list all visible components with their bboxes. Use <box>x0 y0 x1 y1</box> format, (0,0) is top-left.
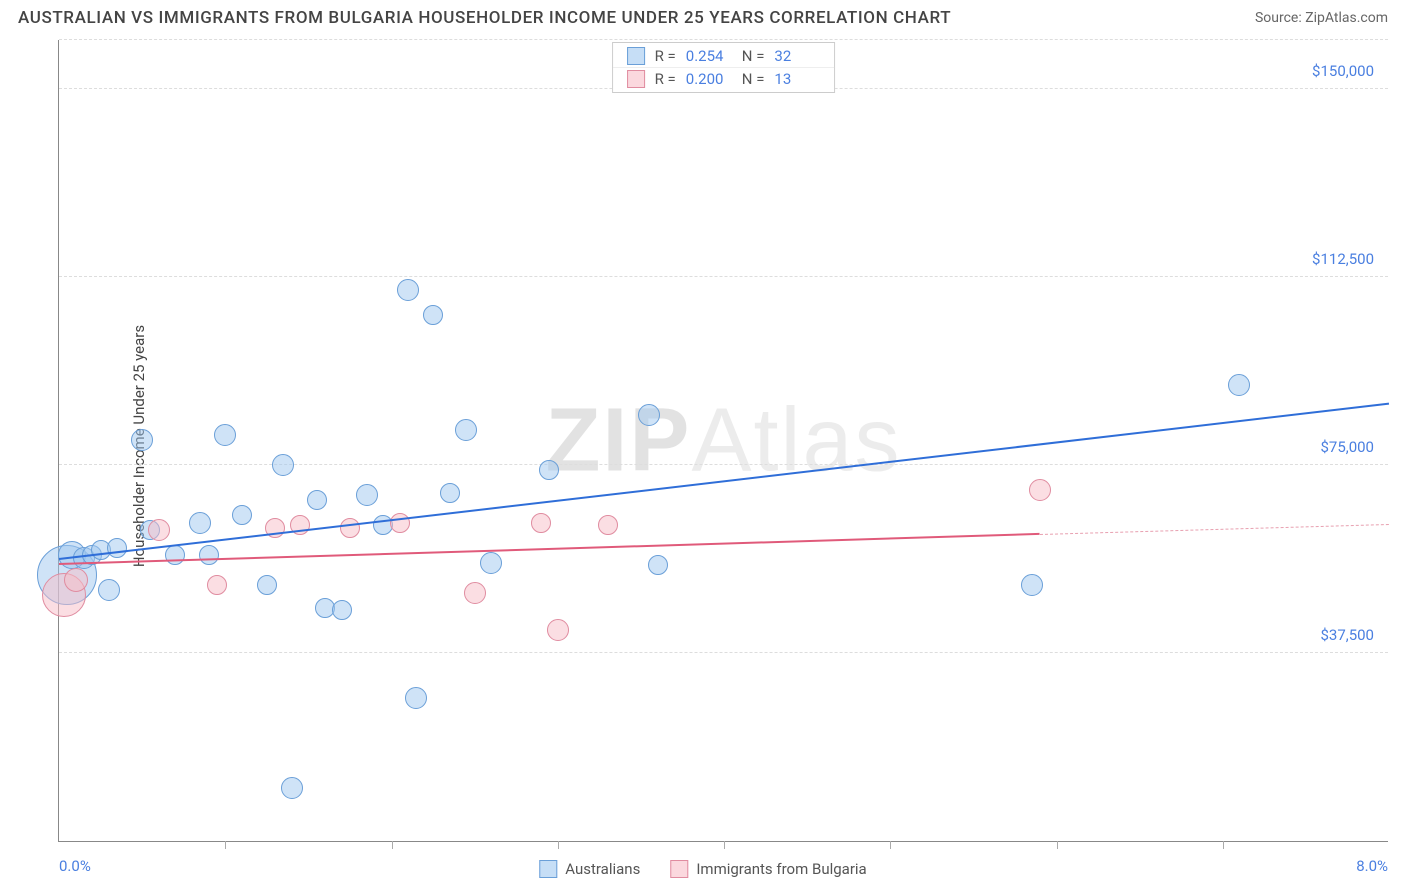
series-legend: Australians Immigrants from Bulgaria <box>539 860 866 878</box>
data-point <box>272 454 294 476</box>
gridline <box>59 464 1388 465</box>
series-swatch-icon <box>539 860 557 878</box>
data-point <box>1021 574 1043 596</box>
x-min-label: 0.0% <box>59 857 91 875</box>
data-point <box>340 518 360 538</box>
data-point <box>332 600 352 620</box>
watermark: ZIPAtlas <box>545 389 901 492</box>
data-point <box>131 429 153 451</box>
data-point <box>199 545 219 565</box>
x-tick <box>1223 841 1224 849</box>
y-tick-label: $37,500 <box>1320 626 1374 644</box>
trend-line <box>59 403 1389 560</box>
scatter-plot-area: ZIPAtlas R = 0.254 N = 32 R = 0.200 N = … <box>58 40 1388 842</box>
series-swatch-icon <box>627 70 645 88</box>
y-tick-label: $112,500 <box>1312 250 1374 268</box>
series-swatch-icon <box>627 47 645 65</box>
data-point <box>1029 479 1051 501</box>
correlation-row: R = 0.254 N = 32 <box>613 45 835 67</box>
data-point <box>598 515 618 535</box>
data-point <box>189 512 211 534</box>
x-tick <box>392 841 393 849</box>
trend-line <box>1040 524 1389 535</box>
data-point <box>281 777 303 799</box>
x-tick <box>890 841 891 849</box>
data-point <box>165 545 185 565</box>
data-point <box>214 424 236 446</box>
y-tick-label: $150,000 <box>1312 62 1374 80</box>
data-point <box>148 519 170 541</box>
data-point <box>232 505 252 525</box>
source-attribution: Source: ZipAtlas.com <box>1255 10 1388 26</box>
series-swatch-icon <box>670 860 688 878</box>
correlation-row: R = 0.200 N = 13 <box>613 67 835 90</box>
data-point <box>440 483 460 503</box>
data-point <box>638 404 660 426</box>
y-tick-label: $75,000 <box>1320 438 1374 456</box>
gridline <box>59 276 1388 277</box>
data-point <box>356 484 378 506</box>
data-point <box>648 555 668 575</box>
data-point <box>531 513 551 533</box>
data-point <box>207 575 227 595</box>
data-point <box>480 552 502 574</box>
data-point <box>1228 374 1250 396</box>
data-point <box>405 687 427 709</box>
correlation-legend: R = 0.254 N = 32 R = 0.200 N = 13 <box>612 42 836 93</box>
data-point <box>307 490 327 510</box>
x-tick <box>558 841 559 849</box>
legend-item: Australians <box>539 860 640 878</box>
x-tick <box>225 841 226 849</box>
gridline <box>59 652 1388 653</box>
x-max-label: 8.0% <box>1356 857 1388 875</box>
data-point <box>107 538 127 558</box>
data-point <box>64 568 88 592</box>
x-tick <box>1057 841 1058 849</box>
data-point <box>455 419 477 441</box>
chart-title: AUSTRALIAN VS IMMIGRANTS FROM BULGARIA H… <box>18 8 951 28</box>
x-tick <box>724 841 725 849</box>
data-point <box>547 619 569 641</box>
data-point <box>98 579 120 601</box>
data-point <box>539 460 559 480</box>
data-point <box>397 279 419 301</box>
data-point <box>390 513 410 533</box>
data-point <box>464 582 486 604</box>
data-point <box>257 575 277 595</box>
legend-item: Immigrants from Bulgaria <box>670 860 866 878</box>
data-point <box>423 305 443 325</box>
